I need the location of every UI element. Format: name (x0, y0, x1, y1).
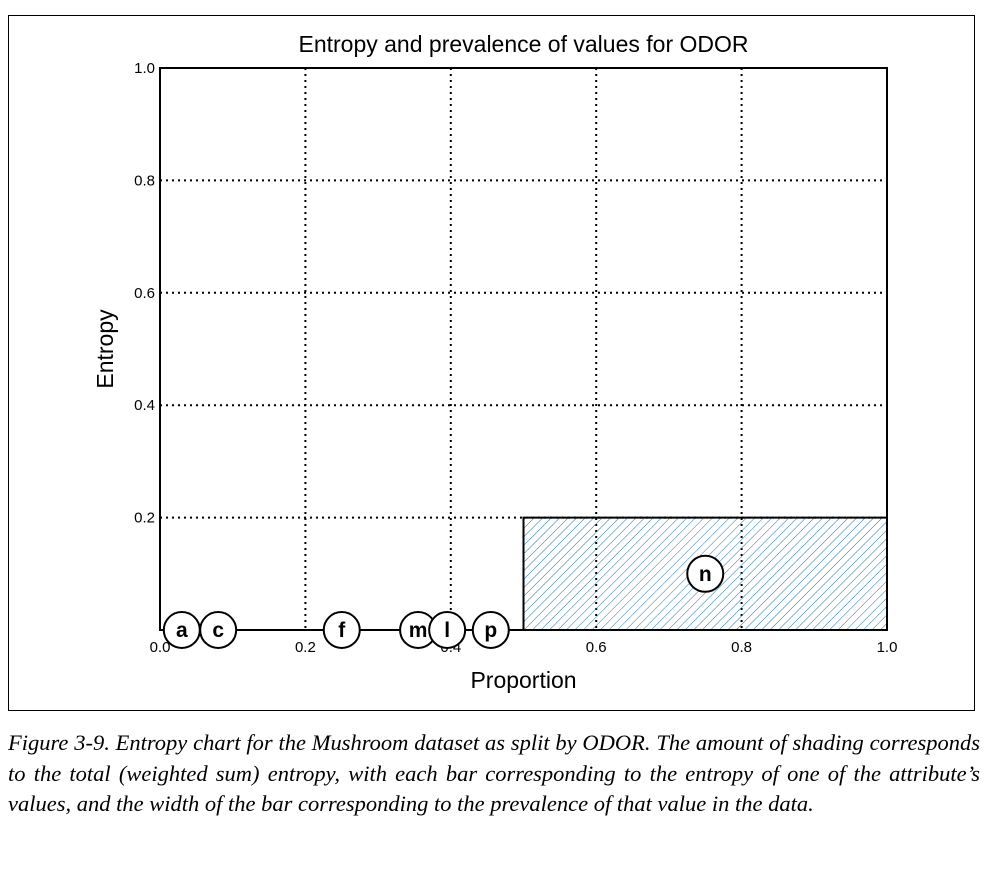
figure-frame: Entropy and prevalence of values for ODO… (8, 15, 975, 711)
x-axis-title: Proportion (470, 667, 576, 693)
y-tick-labels: 0.2 0.4 0.6 0.8 1.0 (134, 60, 155, 527)
y-tick-0.6: 0.6 (134, 285, 155, 302)
point-marker-n (686, 554, 725, 593)
point-marker-p (471, 611, 510, 649)
point-marker-c (199, 611, 238, 649)
point-label-a: a (176, 619, 188, 642)
y-tick-0.8: 0.8 (134, 172, 155, 189)
x-tick-0.2: 0.2 (295, 639, 316, 656)
chart-title: Entropy and prevalence of values for ODO… (298, 31, 748, 57)
x-tick-0.0: 0.0 (150, 639, 171, 656)
x-tick-labels: 0.00.20.40.60.81.0 (150, 639, 898, 656)
point-label-m: m (409, 619, 428, 642)
figure-caption: Figure 3-9. Entropy chart for the Mushro… (8, 730, 980, 816)
point-label-n: n (699, 563, 712, 586)
axes (159, 67, 888, 631)
y-axis-title: Entropy (92, 309, 118, 389)
point-label-f: f (338, 619, 346, 642)
y-tick-0.2: 0.2 (134, 510, 155, 527)
point-label-l: l (444, 619, 450, 642)
x-tick-0.6: 0.6 (586, 639, 607, 656)
plot-border (159, 67, 888, 631)
point-label-c: c (212, 619, 224, 642)
x-tick-1.0: 1.0 (877, 639, 898, 656)
point-marker-f (322, 611, 361, 649)
value-points: a c f m l p n (162, 554, 725, 649)
point-label-p: p (484, 619, 497, 642)
entropy-chart: Entropy and prevalence of values for ODO… (92, 31, 898, 693)
point-marker-l (428, 611, 467, 649)
y-tick-1.0: 1.0 (134, 60, 155, 77)
x-tick-0.8: 0.8 (731, 639, 752, 656)
y-tick-0.4: 0.4 (134, 397, 155, 414)
